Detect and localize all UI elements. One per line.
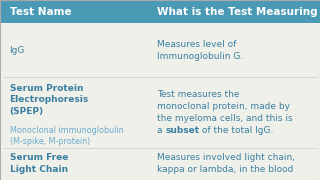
Text: Test measures the: Test measures the [157, 90, 239, 99]
Text: Measures level of: Measures level of [157, 40, 236, 49]
FancyBboxPatch shape [0, 0, 320, 23]
Text: Serum Protein
Electrophoresis
(SPEP): Serum Protein Electrophoresis (SPEP) [10, 84, 89, 116]
Text: kappa or lambda, in the blood: kappa or lambda, in the blood [157, 165, 293, 174]
Text: Test Name: Test Name [10, 7, 71, 17]
Text: Measures involved light chain,: Measures involved light chain, [157, 153, 295, 162]
Text: subset: subset [165, 126, 199, 135]
Text: Monoclonal immunoglobulin
(M-spike, M-protein): Monoclonal immunoglobulin (M-spike, M-pr… [10, 126, 123, 146]
Text: monoclonal protein, made by: monoclonal protein, made by [157, 102, 290, 111]
Text: the myeloma cells, and this is: the myeloma cells, and this is [157, 114, 292, 123]
Text: Immunoglobulin G.: Immunoglobulin G. [157, 52, 243, 61]
Text: Serum Free
Light Chain: Serum Free Light Chain [10, 153, 68, 174]
Text: a: a [157, 126, 165, 135]
Text: of the total IgG.: of the total IgG. [199, 126, 274, 135]
Text: What is the Test Measuring: What is the Test Measuring [157, 7, 317, 17]
Text: IgG: IgG [10, 46, 25, 55]
